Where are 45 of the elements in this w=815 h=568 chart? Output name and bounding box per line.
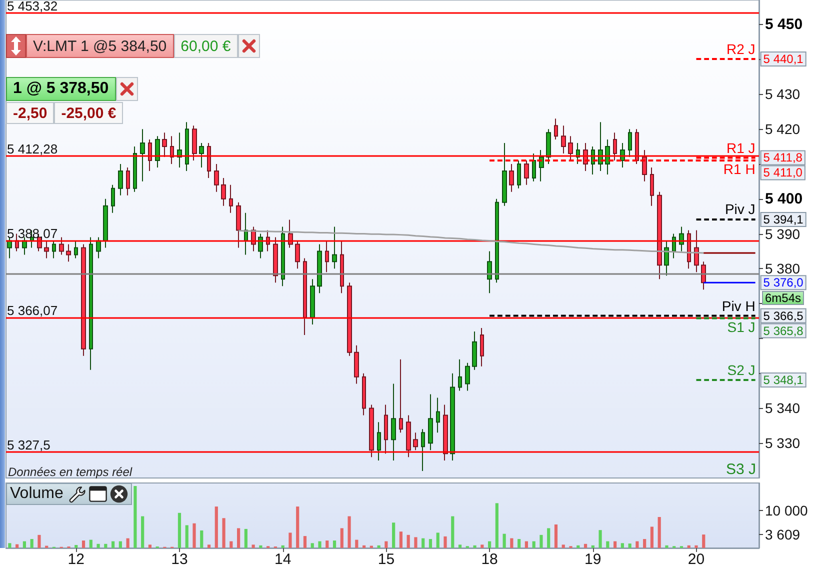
legend-label: Piv H (722, 298, 756, 314)
x-tick-label: 19 (584, 551, 602, 568)
y-tick-label: 5 380 (765, 260, 800, 277)
x-tick-label: 18 (481, 551, 498, 568)
series-label: Piv J (724, 201, 756, 218)
x-tick-label: 12 (68, 551, 84, 568)
ref-line-label: 5 412,28 (7, 142, 58, 157)
annotation: S3 J (726, 461, 756, 478)
ref-line-label: 5 327,5 (7, 437, 50, 452)
series-label: S2 J (727, 362, 756, 378)
y-tick-label: 5 340 (765, 400, 800, 416)
ref-line-label: 5 453,32 (7, 0, 58, 14)
data-label: 5 365,8 (763, 324, 804, 338)
chart-title: Volume (10, 485, 64, 503)
series-label: R1 J (726, 140, 756, 156)
y-tick-label: 5 430 (765, 86, 800, 102)
data-label: 5 376,0 (763, 276, 804, 290)
text: 6m54s (762, 291, 804, 305)
data-label: 5 411,0 (763, 166, 803, 180)
y-tick-label: 5 330 (765, 435, 800, 452)
y-tick-label: 3 609 (765, 526, 800, 543)
y-tick-label: 5 420 (765, 121, 800, 138)
y-tick-label: 10 000 (765, 502, 808, 519)
annotation: 1 @ 5 378,50 (6, 77, 116, 101)
x-tick-label: 20 (688, 551, 705, 568)
annotation: V:LMT 1 @5 384,50 (26, 34, 174, 58)
y-tick-label: 5 450 (765, 16, 803, 33)
data-label: 5 366,5 (763, 308, 804, 323)
annotation: -2,50 (6, 102, 54, 124)
y-tick-label: 5 400 (765, 190, 803, 208)
series-label: R2 J (726, 40, 756, 57)
y-tick-label: 5 390 (765, 226, 800, 242)
x-tick-label: 13 (171, 551, 188, 568)
data-label: 5 394,1 (763, 212, 804, 226)
annotation: -25,00 € (54, 102, 124, 124)
series-label: S1 J (727, 319, 756, 336)
data-label: 5 411,8 (763, 150, 803, 165)
series-label: R1 H (723, 161, 756, 178)
x-tick-label: 14 (274, 551, 292, 568)
annotation: Données en temps réel (8, 465, 132, 479)
annotation: 60,00 € (174, 34, 238, 58)
data-label: 5 348,1 (763, 372, 804, 387)
ref-line-label: 5 366,07 (7, 302, 58, 318)
data-label: 5 440,1 (763, 52, 804, 66)
x-tick-label: 15 (378, 551, 395, 568)
